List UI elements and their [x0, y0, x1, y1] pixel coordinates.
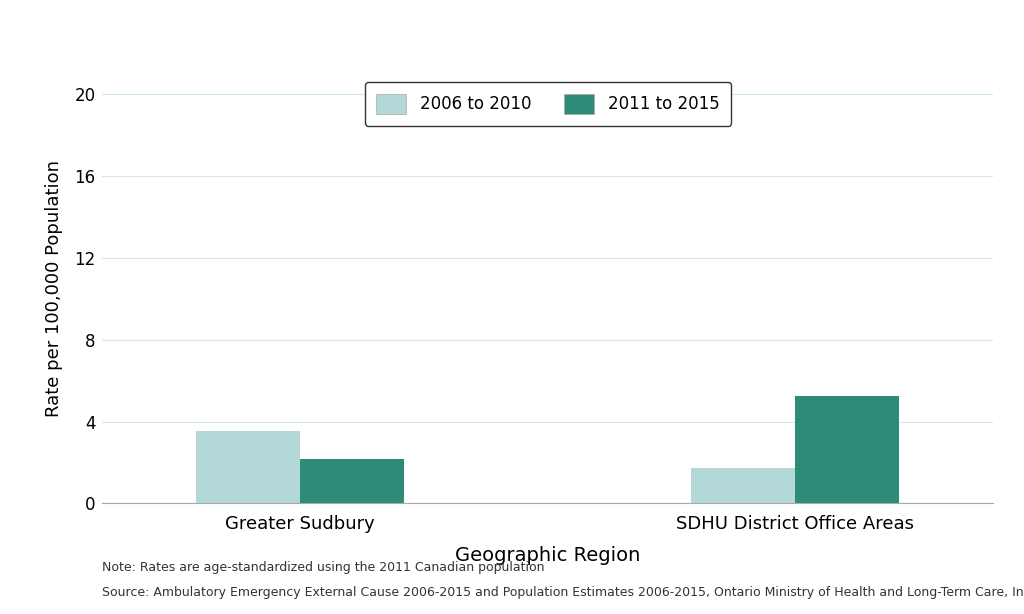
Legend: 2006 to 2010, 2011 to 2015: 2006 to 2010, 2011 to 2015 — [365, 82, 731, 126]
Text: Source: Ambulatory Emergency External Cause 2006-2015 and Population Estimates 2: Source: Ambulatory Emergency External Ca… — [102, 586, 1024, 599]
Bar — [691, 468, 796, 503]
Y-axis label: Rate per 100,000 Population: Rate per 100,000 Population — [45, 160, 63, 417]
Bar — [197, 431, 300, 503]
Bar — [796, 396, 899, 503]
Text: Note: Rates are age-standardized using the 2011 Canadian population: Note: Rates are age-standardized using t… — [102, 561, 545, 574]
Bar — [300, 459, 404, 503]
X-axis label: Geographic Region: Geographic Region — [455, 546, 641, 565]
